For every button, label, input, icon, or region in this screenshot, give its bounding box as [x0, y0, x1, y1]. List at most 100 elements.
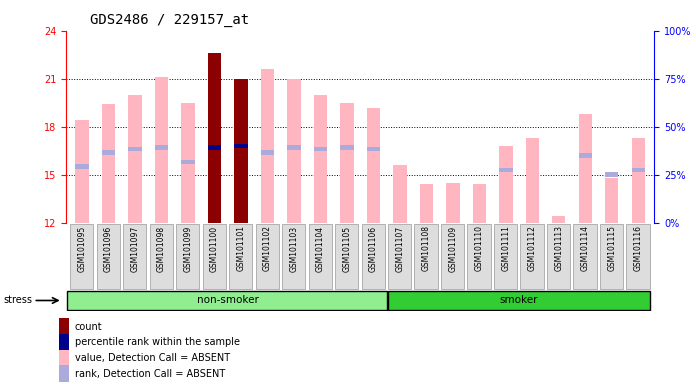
Text: GSM101116: GSM101116: [634, 225, 643, 271]
Bar: [367, 108, 380, 223]
Bar: [128, 147, 141, 151]
Bar: [235, 144, 248, 148]
Bar: [235, 79, 248, 223]
Bar: [155, 145, 168, 150]
Text: GSM101107: GSM101107: [395, 225, 404, 271]
FancyBboxPatch shape: [308, 224, 332, 289]
FancyBboxPatch shape: [388, 224, 411, 289]
Bar: [208, 145, 221, 150]
Bar: [287, 79, 301, 223]
FancyBboxPatch shape: [626, 224, 650, 289]
Text: GSM101112: GSM101112: [528, 225, 537, 271]
Bar: [314, 147, 327, 151]
Bar: [340, 145, 354, 150]
Text: GSM101101: GSM101101: [237, 225, 246, 271]
Bar: [235, 79, 248, 223]
Bar: [235, 144, 248, 148]
Bar: [102, 104, 115, 223]
Bar: [499, 146, 512, 223]
Text: GSM101103: GSM101103: [290, 225, 299, 271]
Text: rank, Detection Call = ABSENT: rank, Detection Call = ABSENT: [74, 369, 225, 379]
FancyBboxPatch shape: [388, 291, 650, 310]
Bar: [579, 153, 592, 158]
Text: smoker: smoker: [500, 295, 539, 306]
Bar: [367, 147, 380, 151]
Bar: [182, 103, 195, 223]
Bar: [473, 184, 486, 223]
Text: GSM101095: GSM101095: [77, 225, 86, 271]
Text: GSM101100: GSM101100: [210, 225, 219, 271]
Text: percentile rank within the sample: percentile rank within the sample: [74, 337, 239, 347]
FancyBboxPatch shape: [574, 224, 596, 289]
Text: GSM101115: GSM101115: [608, 225, 617, 271]
FancyBboxPatch shape: [68, 291, 387, 310]
Text: count: count: [74, 322, 102, 332]
FancyBboxPatch shape: [361, 224, 385, 289]
Bar: [525, 138, 539, 223]
Text: GSM101096: GSM101096: [104, 225, 113, 271]
Bar: [182, 160, 195, 164]
Bar: [75, 164, 88, 169]
Bar: [102, 150, 115, 155]
Bar: [579, 114, 592, 223]
Bar: [261, 150, 274, 155]
Text: GSM101104: GSM101104: [316, 225, 325, 271]
FancyBboxPatch shape: [150, 224, 173, 289]
Text: value, Detection Call = ABSENT: value, Detection Call = ABSENT: [74, 353, 230, 363]
Bar: [446, 183, 459, 223]
Text: GSM101105: GSM101105: [342, 225, 351, 271]
Text: GSM101113: GSM101113: [555, 225, 563, 271]
Bar: [58, 318, 70, 335]
Text: GSM101099: GSM101099: [184, 225, 193, 271]
FancyBboxPatch shape: [97, 224, 120, 289]
FancyBboxPatch shape: [176, 224, 199, 289]
Text: GSM101110: GSM101110: [475, 225, 484, 271]
Bar: [58, 350, 70, 366]
FancyBboxPatch shape: [282, 224, 306, 289]
FancyBboxPatch shape: [441, 224, 464, 289]
FancyBboxPatch shape: [70, 224, 93, 289]
Text: GSM101106: GSM101106: [369, 225, 378, 271]
Text: GSM101109: GSM101109: [448, 225, 457, 271]
FancyBboxPatch shape: [229, 224, 253, 289]
Bar: [208, 145, 221, 150]
Bar: [552, 216, 565, 223]
Text: GSM101108: GSM101108: [422, 225, 431, 271]
Bar: [499, 168, 512, 172]
Bar: [75, 120, 88, 223]
Bar: [420, 184, 433, 223]
Text: GSM101098: GSM101098: [157, 225, 166, 271]
Bar: [261, 69, 274, 223]
FancyBboxPatch shape: [494, 224, 517, 289]
FancyBboxPatch shape: [415, 224, 438, 289]
Text: GSM101102: GSM101102: [263, 225, 272, 271]
Bar: [632, 168, 645, 172]
FancyBboxPatch shape: [335, 224, 358, 289]
Text: GSM101097: GSM101097: [130, 225, 139, 271]
Bar: [606, 178, 619, 223]
Bar: [128, 95, 141, 223]
Bar: [287, 145, 301, 150]
Bar: [632, 138, 645, 223]
FancyBboxPatch shape: [600, 224, 623, 289]
Bar: [314, 95, 327, 223]
Bar: [606, 172, 619, 177]
FancyBboxPatch shape: [203, 224, 226, 289]
Bar: [58, 334, 70, 351]
Bar: [340, 103, 354, 223]
Text: GDS2486 / 229157_at: GDS2486 / 229157_at: [90, 13, 250, 27]
FancyBboxPatch shape: [547, 224, 570, 289]
FancyBboxPatch shape: [123, 224, 146, 289]
FancyBboxPatch shape: [468, 224, 491, 289]
Text: stress: stress: [3, 295, 33, 306]
Bar: [58, 366, 70, 382]
Text: non-smoker: non-smoker: [197, 295, 259, 306]
Text: GSM101114: GSM101114: [581, 225, 590, 271]
Bar: [208, 53, 221, 223]
FancyBboxPatch shape: [521, 224, 544, 289]
Bar: [208, 53, 221, 223]
Bar: [393, 165, 406, 223]
Bar: [155, 77, 168, 223]
FancyBboxPatch shape: [255, 224, 279, 289]
Text: GSM101111: GSM101111: [501, 225, 510, 271]
